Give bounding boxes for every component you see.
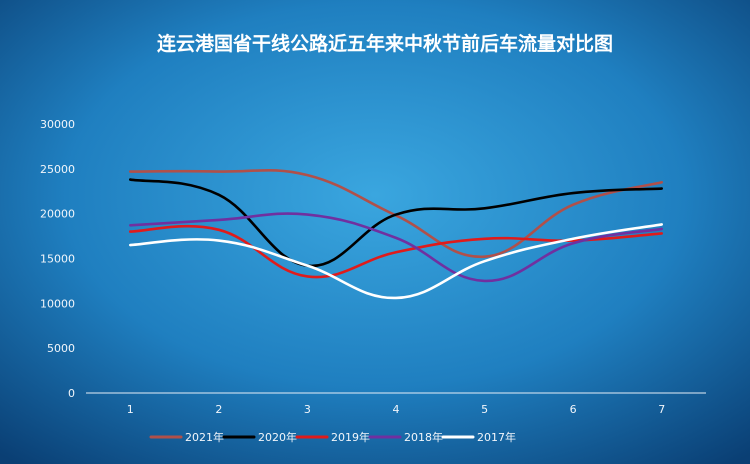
x-tick-label: 5	[481, 403, 488, 416]
y-tick-label: 15000	[40, 253, 75, 266]
series-line-2019年	[128, 224, 664, 279]
series-line-2017年	[128, 223, 664, 300]
x-tick-label: 7	[658, 403, 665, 416]
legend-label: 2019年	[331, 430, 370, 444]
x-tick-label: 1	[127, 403, 134, 416]
legend-label: 2017年	[477, 430, 516, 444]
x-tick-label: 6	[570, 403, 577, 416]
series-layer	[128, 168, 664, 300]
y-tick-label: 25000	[40, 163, 75, 176]
series-line-2018年	[128, 212, 664, 283]
legend: 2021年 2020年 2019年 2018年 2017年	[149, 430, 516, 444]
y-tick-label: 0	[68, 387, 75, 400]
legend-label: 2020年	[258, 430, 297, 444]
legend-label: 2021年	[185, 430, 224, 444]
series-line-2020年	[128, 178, 664, 267]
y-tick-label: 10000	[40, 297, 75, 310]
y-tick-label: 20000	[40, 208, 75, 221]
axes: 0 5000 10000 15000 20000 25000 30000 1 2 3 4 5 6 7	[40, 118, 706, 416]
y-tick-label: 5000	[47, 342, 75, 355]
chart-title: 连云港国省干线公路近五年来中秋节前后车流量对比图	[157, 32, 613, 55]
x-tick-label: 3	[304, 403, 311, 416]
y-tick-label: 30000	[40, 118, 75, 131]
legend-label: 2018年	[404, 430, 443, 444]
x-tick-label: 2	[215, 403, 222, 416]
x-tick-label: 4	[393, 403, 400, 416]
